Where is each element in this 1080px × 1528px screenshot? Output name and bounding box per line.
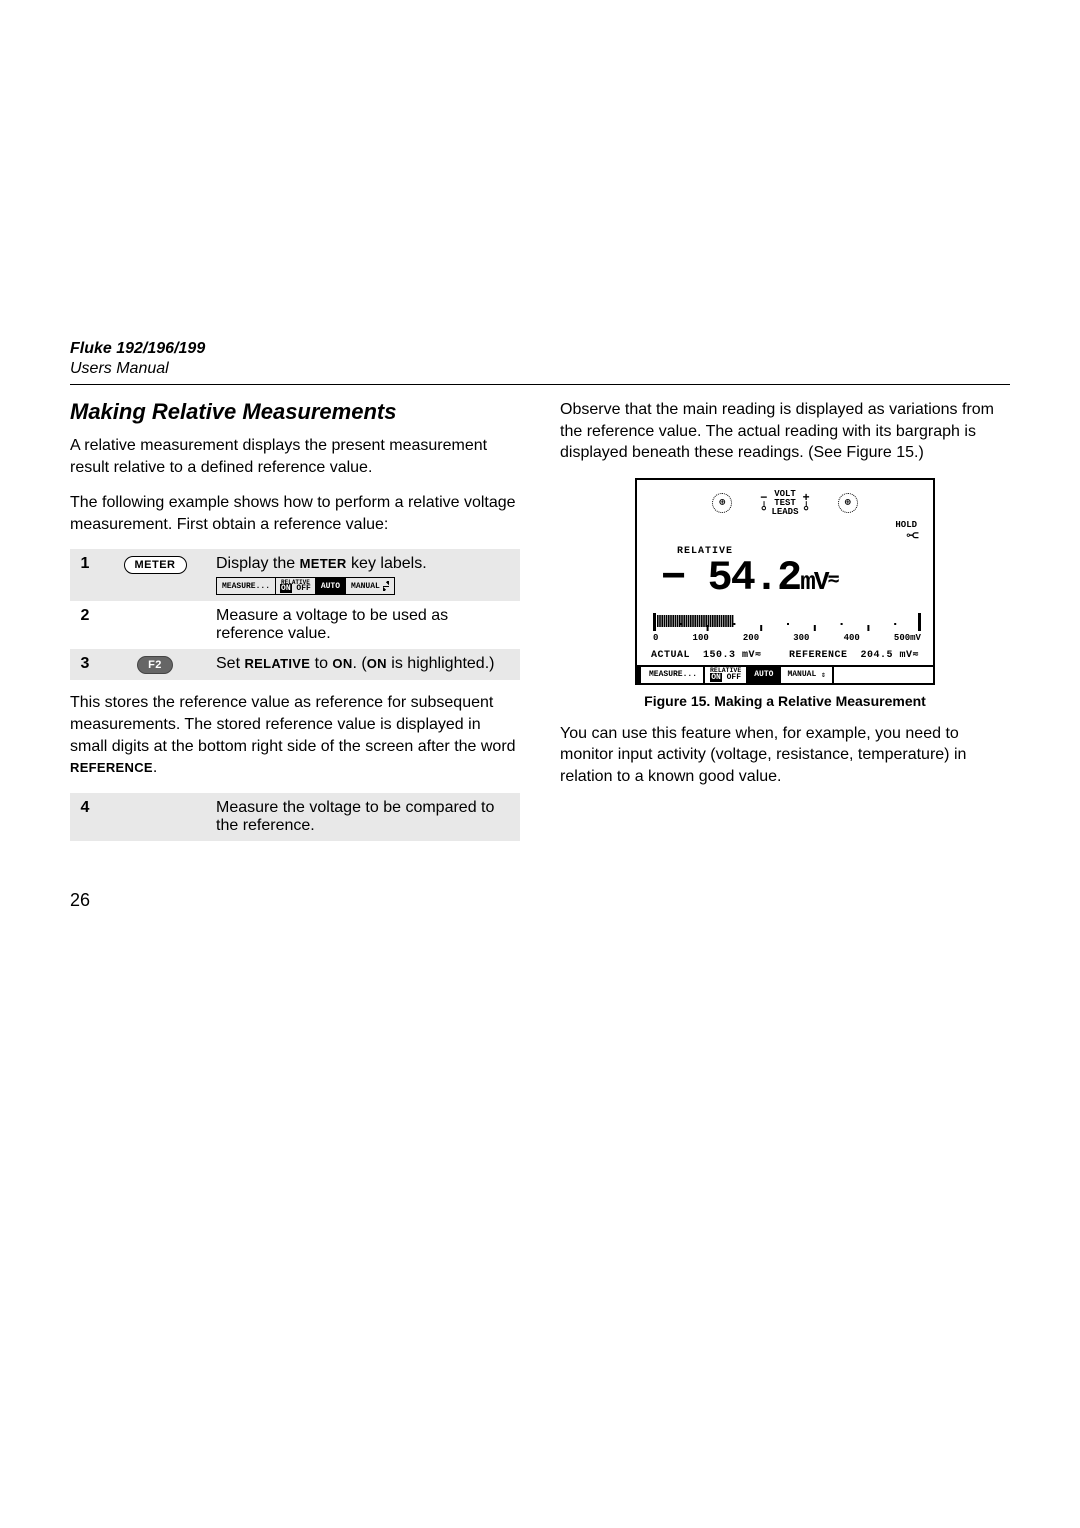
step-number: 1 <box>70 549 100 601</box>
steps-table-1: 1 METER Display the METER key labels. ME… <box>70 549 520 680</box>
step-number: 3 <box>70 649 100 680</box>
figure-top-jacks: ⊕ −⫰ VOLT TEST LEADS +⫰ <box>637 486 933 519</box>
steps-table-2: 4 Measure the voltage to be compared to … <box>70 793 520 841</box>
right-para-1: Observe that the main reading is display… <box>560 399 1010 464</box>
meter-key-icon: METER <box>124 556 187 574</box>
header-model: Fluke 192/196/199 <box>70 340 1010 358</box>
step-row: 4 Measure the voltage to be compared to … <box>70 793 520 841</box>
mid-para: This stores the reference value as refer… <box>70 692 520 778</box>
hold-indicator: HOLD ⟜⊂ <box>637 519 933 542</box>
probe-plus-icon: +⫰ <box>803 494 810 513</box>
header-manual: Users Manual <box>70 360 1010 378</box>
manual-page: Fluke 192/196/199 Users Manual Making Re… <box>70 340 1010 853</box>
key-icon: ⟜⊂ <box>907 529 917 543</box>
bargraph <box>637 599 933 633</box>
f2-key-icon: F2 <box>137 656 173 674</box>
left-column: Making Relative Measurements A relative … <box>70 399 520 853</box>
softkey-strip-icon: MEASURE... RELATIVE ON OFF AUTO MANUAL <box>216 577 395 595</box>
step-number: 2 <box>70 601 100 649</box>
updown-icon: ⇕ <box>821 670 826 680</box>
intro-para-2: The following example shows how to perfo… <box>70 492 520 535</box>
step-desc: Measure the voltage to be compared to th… <box>210 793 520 841</box>
figure-caption: Figure 15. Making a Relative Measurement <box>560 693 1010 709</box>
right-column: Observe that the main reading is display… <box>560 399 1010 853</box>
step-key-cell: METER <box>100 549 210 601</box>
step-desc: Set RELATIVE to ON. (ON is highlighted.) <box>210 649 520 680</box>
step-row: 1 METER Display the METER key labels. ME… <box>70 549 520 601</box>
section-title: Making Relative Measurements <box>70 399 520 425</box>
bargraph-scale: 0 100 200 300 400 500mV <box>637 633 933 647</box>
step-row: 2 Measure a voltage to be used as refere… <box>70 601 520 649</box>
step-number: 4 <box>70 793 100 841</box>
probe-minus-icon: −⫰ <box>760 494 767 513</box>
figure-lcd-screenshot: ⊕ −⫰ VOLT TEST LEADS +⫰ <box>635 478 935 685</box>
step-key-cell: F2 <box>100 649 210 680</box>
header-divider <box>70 384 1010 385</box>
intro-para-1: A relative measurement displays the pres… <box>70 435 520 478</box>
figure-softkey-strip: MEASURE... RELATIVE ON OFF AUTO MANUAL ⇕ <box>637 665 933 683</box>
step-desc: Display the METER key labels. MEASURE...… <box>210 549 520 601</box>
step-desc: Measure a voltage to be used as referenc… <box>210 601 520 649</box>
page-number: 26 <box>70 890 90 911</box>
jack-icon: ⊕ <box>838 493 858 513</box>
actual-reference-row: ACTUAL 150.3 mV≂ REFERENCE 204.5 mV≂ <box>637 647 933 665</box>
bargraph-svg <box>653 613 921 631</box>
step-row: 3 F2 Set RELATIVE to ON. (ON is highligh… <box>70 649 520 680</box>
two-column-layout: Making Relative Measurements A relative … <box>70 399 1010 853</box>
volt-test-leads-label: VOLT TEST LEADS <box>771 490 798 517</box>
right-para-2: You can use this feature when, for examp… <box>560 723 1010 788</box>
main-reading: − 54.2mV≂ <box>637 557 933 599</box>
jack-icon: ⊕ <box>712 493 732 513</box>
